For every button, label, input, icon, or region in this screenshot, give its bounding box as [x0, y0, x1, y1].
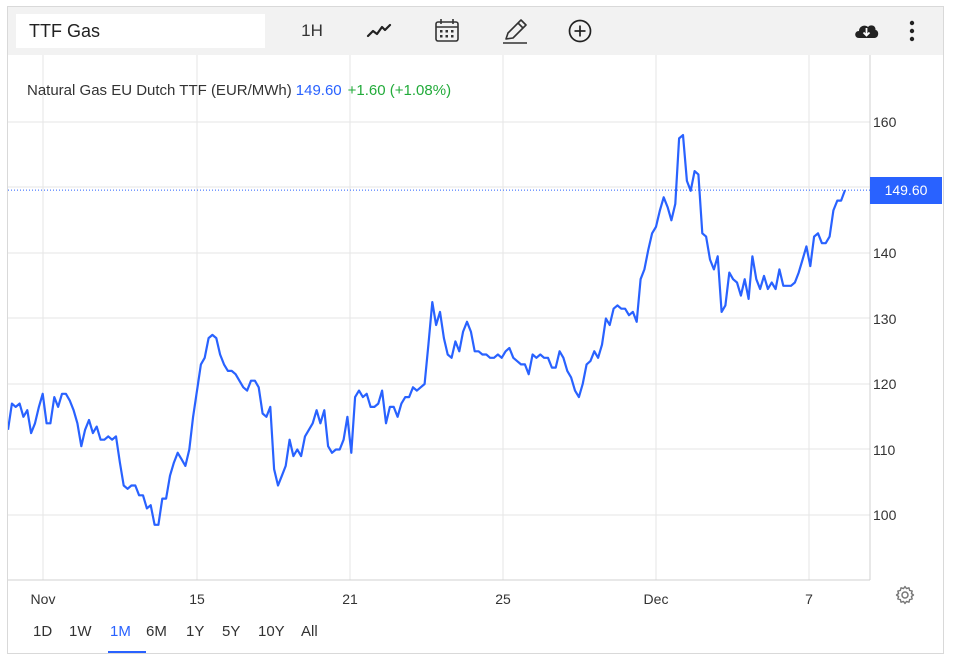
x-tick-label: Nov — [30, 591, 56, 607]
x-tick-label: 7 — [805, 591, 813, 607]
price-chart[interactable] — [8, 55, 943, 615]
period-1d[interactable]: 1D — [33, 623, 53, 640]
line-chart-icon[interactable] — [364, 16, 394, 46]
x-tick-label: 15 — [189, 591, 205, 607]
period-all[interactable]: All — [301, 623, 318, 640]
period-5y[interactable]: 5Y — [222, 623, 241, 640]
period-selector: 1D 1W 1M 6M 1Y 5Y 10Y All — [8, 615, 943, 653]
y-tick-label: 130 — [873, 310, 897, 327]
chart-legend: Natural Gas EU Dutch TTF (EUR/MWh) 149.60… — [27, 82, 451, 99]
period-1y[interactable]: 1Y — [186, 623, 205, 640]
symbol-search-input[interactable]: TTF Gas — [16, 14, 265, 48]
period-6m[interactable]: 6M — [146, 623, 167, 640]
plus-circle-icon[interactable] — [565, 16, 595, 46]
period-10y[interactable]: 10Y — [258, 623, 285, 640]
legend-price: 149.60 — [295, 82, 342, 99]
period-1m[interactable]: 1M — [110, 623, 131, 640]
last-price-tag: 149.60 — [870, 177, 942, 204]
toolbar: TTF Gas 1H — [8, 7, 943, 55]
y-tick-label: 160 — [873, 114, 897, 130]
cloud-download-icon[interactable] — [851, 16, 881, 46]
y-tick-label: 100 — [873, 507, 897, 523]
chart-widget — [7, 6, 944, 654]
more-vertical-icon[interactable] — [897, 16, 927, 46]
interval-button[interactable]: 1H — [301, 21, 323, 40]
calendar-icon[interactable] — [432, 16, 462, 46]
x-tick-label: Dec — [643, 591, 669, 607]
pencil-icon[interactable] — [500, 16, 530, 46]
y-tick-label: 110 — [873, 441, 896, 458]
x-tick-label: 25 — [495, 591, 511, 607]
settings-gear-icon[interactable] — [894, 584, 916, 606]
legend-symbol-name: Natural Gas EU Dutch TTF (EUR/MWh) — [27, 82, 292, 99]
y-tick-label: 140 — [873, 245, 897, 261]
series-line — [8, 133, 847, 526]
x-tick-label: 21 — [342, 591, 358, 607]
period-1w[interactable]: 1W — [69, 623, 92, 640]
y-tick-label: 120 — [873, 376, 897, 392]
active-period-underline — [108, 651, 146, 653]
legend-change: +1.60 (+1.08%) — [347, 82, 452, 99]
